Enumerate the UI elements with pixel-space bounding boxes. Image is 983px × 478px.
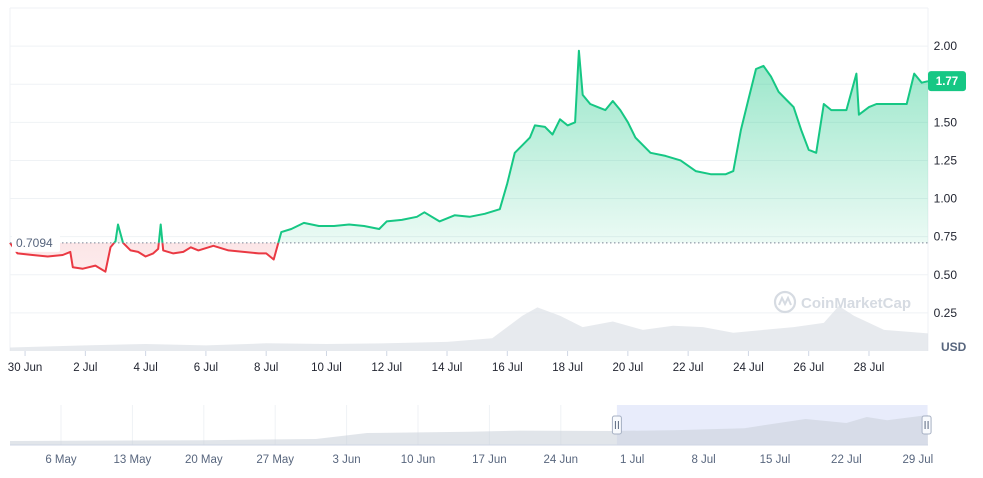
navigator-tick-label: 3 Jun — [333, 454, 361, 466]
y-tick-label: 0.25 — [934, 306, 958, 320]
x-tick-label: 16 Jul — [492, 362, 523, 374]
navigator-tick-label: 1 Jul — [620, 454, 644, 466]
navigator-tick-label: 15 Jul — [760, 454, 791, 466]
price-line-up — [9, 49, 929, 243]
coinmarketcap-logo-icon — [773, 290, 797, 314]
x-tick-label: 30 Jun — [8, 362, 43, 374]
x-tick-label: 22 Jul — [673, 362, 704, 374]
volume-area — [10, 306, 928, 351]
navigator-tick-label: 20 May — [185, 454, 223, 466]
watermark: CoinMarketCap — [773, 290, 911, 314]
price-line-down — [9, 242, 280, 273]
reference-price-label: 0.7094 — [16, 236, 53, 250]
navigator-tick-label: 17 Jun — [472, 454, 507, 466]
y-tick-label: 0.50 — [934, 268, 958, 282]
navigator-right-handle-body[interactable] — [921, 415, 932, 435]
x-tick-label: 8 Jul — [254, 362, 278, 374]
x-tick-label: 2 Jul — [73, 362, 97, 374]
navigator-right-handle[interactable] — [921, 415, 932, 435]
x-tick-label: 4 Jul — [133, 362, 157, 374]
reference-price-tag: 0.7094 — [12, 233, 60, 252]
x-tick-label: 14 Jul — [432, 362, 463, 374]
volume-shape — [10, 306, 928, 351]
navigator-left-handle[interactable] — [611, 415, 622, 435]
y-tick-label: 1.00 — [934, 192, 958, 206]
navigator-tick-label: 10 Jun — [401, 454, 436, 466]
x-tick-label: 26 Jul — [793, 362, 824, 374]
navigator-tick-label: 24 Jun — [544, 454, 579, 466]
price-area-down — [10, 242, 279, 272]
price-area-up — [10, 50, 928, 243]
navigator-tick-label: 27 May — [256, 454, 294, 466]
navigator-tick-label: 6 May — [45, 454, 77, 466]
x-axis: 30 Jun 2 Jul 4 Jul 6 Jul 8 Jul 10 Jul 12 Jul 14… — [8, 351, 885, 374]
navigator-tick-label: 8 Jul — [691, 454, 715, 466]
current-price-badge: 1.77 — [928, 71, 966, 92]
navigator-tick-label: 22 Jul — [831, 454, 862, 466]
navigator-tick-label: 29 Jul — [902, 454, 933, 466]
navigator-tick-label: 13 May — [114, 454, 152, 466]
current-price-label: 1.77 — [936, 76, 958, 88]
x-tick-label: 20 Jul — [613, 362, 644, 374]
price-area — [9, 49, 929, 273]
x-tick-label: 10 Jul — [311, 362, 342, 374]
y-tick-label: 1.50 — [934, 115, 958, 129]
x-tick-label: 18 Jul — [552, 362, 583, 374]
navigator-left-handle-body[interactable] — [611, 415, 622, 435]
watermark-text: CoinMarketCap — [801, 295, 911, 312]
y-tick-label: 2.00 — [934, 39, 958, 53]
x-tick-label: 12 Jul — [371, 362, 402, 374]
x-tick-label: 28 Jul — [854, 362, 885, 374]
range-navigator[interactable]: 6 May 13 May 20 May 27 May 3 Jun 10 Jun 17 Jun… — [10, 405, 933, 466]
unit-label: USD — [941, 340, 967, 354]
x-tick-label: 24 Jul — [733, 362, 764, 374]
y-tick-label: 0.75 — [934, 230, 958, 244]
x-tick-label: 6 Jul — [194, 362, 218, 374]
navigator-area — [10, 415, 928, 445]
y-tick-label: 1.25 — [934, 153, 958, 167]
